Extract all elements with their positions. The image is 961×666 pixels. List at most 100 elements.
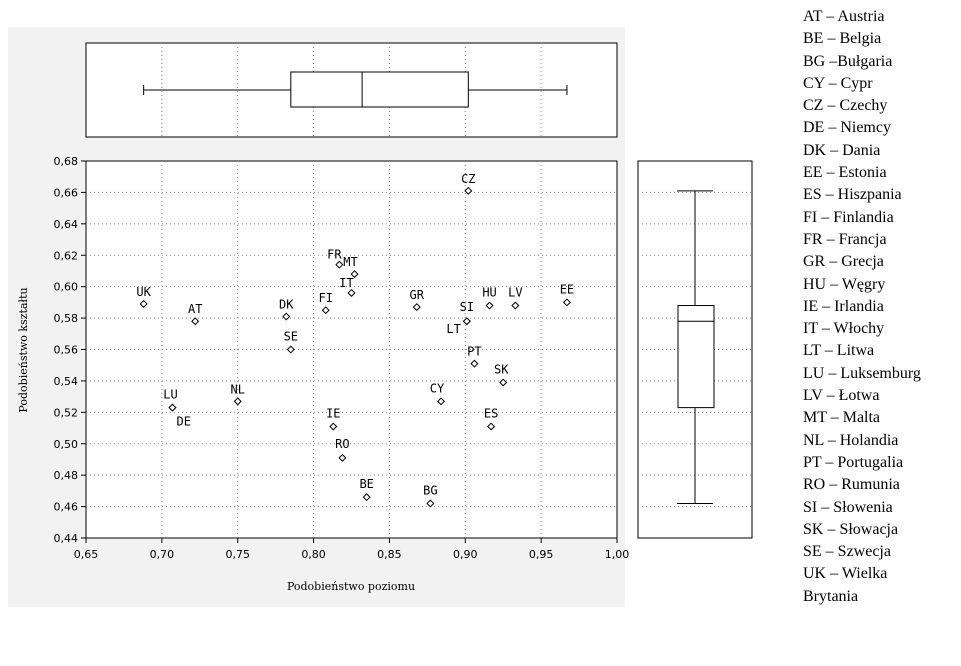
point-gr bbox=[412, 303, 421, 312]
point-nl bbox=[233, 397, 242, 406]
legend-entry: UK – Wielka bbox=[803, 565, 888, 583]
y-tick-label: 0,62 bbox=[54, 249, 79, 262]
point-uk bbox=[139, 299, 148, 308]
y-tick-label: 0,50 bbox=[54, 438, 79, 451]
point-it bbox=[347, 288, 356, 297]
point-label-si: SI bbox=[460, 300, 474, 314]
legend-entry: SE – Szwecja bbox=[803, 543, 891, 561]
y-tick-label: 0,66 bbox=[54, 186, 79, 199]
x-tick-label: 0,90 bbox=[453, 548, 478, 561]
point-cy bbox=[437, 397, 446, 406]
point-es bbox=[487, 422, 496, 431]
point-fr bbox=[335, 260, 344, 269]
legend-entry: BG –Bułgaria bbox=[803, 52, 893, 70]
point-label-es: ES bbox=[484, 406, 498, 420]
y-tick-label: 0,60 bbox=[54, 281, 79, 294]
legend-entry: IT – Włochy bbox=[803, 320, 885, 338]
point-ee bbox=[562, 298, 571, 307]
legend-entry: Brytania bbox=[803, 587, 859, 605]
scatter-plot-area bbox=[85, 160, 618, 539]
point-label-at: AT bbox=[188, 302, 202, 316]
x-tick-label: 0,85 bbox=[377, 548, 402, 561]
point-label-hu: HU bbox=[482, 286, 496, 300]
y-tick-label: 0,58 bbox=[54, 312, 79, 325]
point-label-pt: PT bbox=[467, 345, 481, 359]
legend-entry: EE – Estonia bbox=[803, 164, 887, 182]
point-cz bbox=[464, 186, 473, 195]
point-label-gr: GR bbox=[410, 288, 425, 302]
y-tick-label: 0,46 bbox=[54, 501, 79, 514]
x-tick-label: 1,00 bbox=[605, 548, 630, 561]
point-label-de: DE bbox=[176, 415, 190, 429]
legend-entry: DK – Dania bbox=[803, 141, 881, 159]
point-label-uk: UK bbox=[136, 285, 151, 299]
ticks: 0,65 0,70 0,75 0,80 0,85 0,90 0,95 1,00 0,44 0,46… bbox=[54, 155, 630, 561]
point-label-lu: LU bbox=[163, 388, 177, 402]
legend-entry: RO – Rumunia bbox=[803, 476, 900, 494]
x-tick-label: 0,65 bbox=[74, 548, 99, 561]
legend-entry: LV – Łotwa bbox=[803, 387, 880, 405]
boxplot-y-box bbox=[677, 305, 715, 409]
point-label-cz: CZ bbox=[461, 172, 475, 186]
point-label-dk: DK bbox=[279, 298, 294, 312]
country-code-legend: AT – Austria BE – Belgia BG –Bułgaria CY – … bbox=[803, 6, 961, 608]
legend-entry: DE – Niemcy bbox=[803, 119, 891, 137]
point-label-mt: MT bbox=[343, 255, 357, 269]
y-tick-label: 0,68 bbox=[54, 155, 79, 168]
point-label-cy: CY bbox=[430, 381, 445, 395]
point-pt bbox=[470, 359, 479, 368]
legend-entry: LT – Litwa bbox=[803, 342, 875, 360]
point-label-be: BE bbox=[359, 477, 373, 491]
point-ro bbox=[338, 453, 347, 462]
legend-entry: CY – Cypr bbox=[803, 74, 873, 92]
legend-entry: AT – Austria bbox=[803, 8, 885, 25]
point-sk bbox=[499, 378, 508, 387]
legend-entry: FR – Francja bbox=[803, 230, 887, 248]
y-tick-label: 0,56 bbox=[54, 344, 79, 357]
x-tick-label: 0,95 bbox=[529, 548, 554, 561]
y-axis-title: Podobieństwo kształtu bbox=[17, 287, 30, 412]
x-tick-label: 0,80 bbox=[301, 548, 326, 561]
point-label-lt: LT bbox=[446, 322, 460, 336]
legend-entry: BE – Belgia bbox=[803, 30, 882, 48]
point-label-se: SE bbox=[284, 330, 298, 344]
boxplot-x bbox=[143, 71, 568, 108]
y-tick-label: 0,48 bbox=[54, 469, 79, 482]
legend-entry: MT – Malta bbox=[803, 409, 881, 427]
legend-entry: SK – Słowacja bbox=[803, 520, 899, 538]
legend-entry: NL – Holandia bbox=[803, 431, 899, 449]
legend-entry: HU – Węgry bbox=[803, 275, 886, 293]
point-label-it: IT bbox=[339, 276, 353, 290]
x-tick-label: 0,70 bbox=[150, 548, 175, 561]
point-label-fr: FR bbox=[327, 248, 342, 262]
point-label-ee: EE bbox=[560, 282, 574, 296]
point-se bbox=[286, 345, 295, 354]
point-label-lv: LV bbox=[508, 286, 522, 300]
legend-entry: SI – Słowenia bbox=[803, 498, 893, 516]
point-mt bbox=[350, 270, 359, 279]
legend-entry: ES – Hiszpania bbox=[803, 186, 902, 204]
y-tick-label: 0,52 bbox=[54, 406, 79, 419]
legend-entry: CZ – Czechy bbox=[803, 97, 888, 115]
point-dk bbox=[282, 312, 291, 321]
y-tick-label: 0,44 bbox=[54, 532, 79, 545]
point-fi bbox=[321, 306, 330, 315]
point-label-sk: SK bbox=[494, 362, 509, 376]
legend-entry: IE – Irlandia bbox=[803, 297, 884, 315]
point-lv bbox=[511, 301, 520, 310]
point-ie bbox=[329, 422, 338, 431]
point-lt bbox=[462, 317, 471, 326]
point-label-bg: BG bbox=[423, 483, 437, 497]
boxplot-y bbox=[677, 190, 715, 504]
y-tick-label: 0,64 bbox=[54, 218, 79, 231]
point-be bbox=[362, 493, 371, 502]
point-at bbox=[191, 317, 200, 326]
point-label-ro: RO bbox=[335, 437, 349, 451]
point-label-ie: IE bbox=[326, 406, 340, 420]
legend-entry: FI – Finlandia bbox=[803, 208, 894, 226]
point-hu bbox=[485, 301, 494, 310]
legend-entry: PT – Portugalia bbox=[803, 453, 904, 471]
point-label-fi: FI bbox=[318, 291, 332, 305]
point-de bbox=[168, 403, 177, 412]
